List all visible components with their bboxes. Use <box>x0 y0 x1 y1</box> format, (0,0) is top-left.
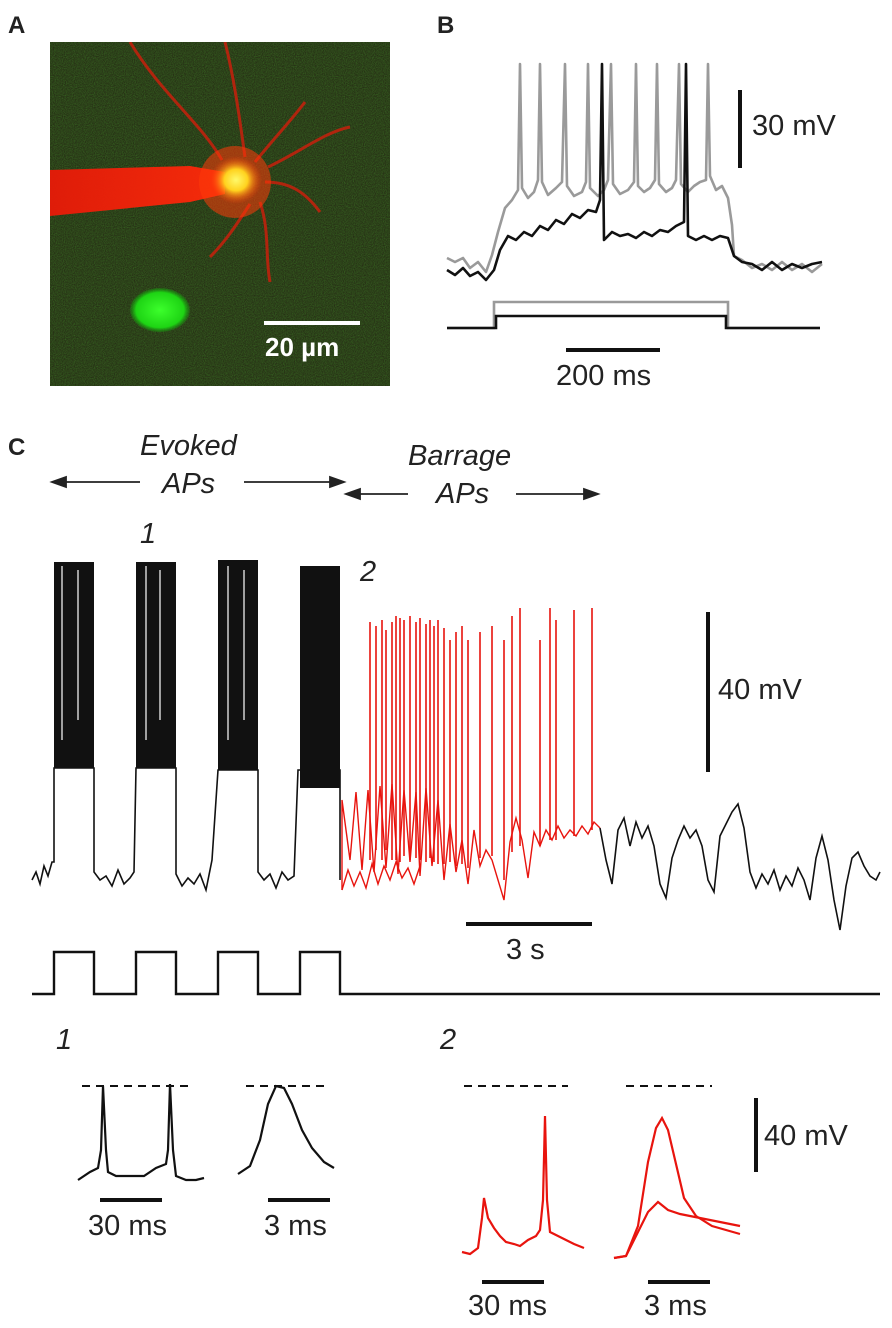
panel-c-marker-1: 1 <box>140 518 157 550</box>
panel-c-burst-gaps <box>61 566 245 740</box>
inset-2-label: 2 <box>440 1024 457 1056</box>
panel-c-evoked-bursts <box>54 560 340 788</box>
panel-b-t-scale-label: 200 ms <box>556 360 652 392</box>
evoked-label-line1: Evoked <box>140 430 237 462</box>
inset-v-scale-label: 40 mV <box>764 1120 848 1152</box>
inset-1-evoked-trace-3ms <box>237 1084 335 1175</box>
inset-1-evoked-trace-30ms <box>77 1083 205 1182</box>
panel-c-barrage-trace <box>341 783 601 901</box>
panel-b-v-scale-label: 30 mV <box>752 110 836 142</box>
inset-2-barrage-trace-3ms-a <box>613 1115 741 1260</box>
panel-b-stimulus-black <box>447 314 820 330</box>
panel-c-post-trace <box>599 802 881 931</box>
inset-2-barrage-trace-3ms-b <box>613 1200 741 1260</box>
inset-2-scale-30ms-label: 30 ms <box>468 1290 547 1322</box>
panel-c-evoked-trace <box>31 767 341 893</box>
panel-c-t-scale-label: 3 s <box>506 934 545 966</box>
panel-c-stimulus <box>32 950 880 996</box>
evoked-range-arrow <box>49 475 347 489</box>
panel-c-letter: C <box>8 434 26 461</box>
inset-1-scale-3ms-label: 3 ms <box>264 1210 327 1242</box>
panel-b-black-trace <box>446 62 823 282</box>
micrograph-scale-label: 20 µm <box>265 332 340 362</box>
panel-b-grey-trace <box>446 62 823 274</box>
inset-1-scale-30ms-label: 30 ms <box>88 1210 167 1242</box>
micrograph-image <box>50 42 390 386</box>
barrage-label-line1: Barrage <box>408 440 512 472</box>
panel-c-barrage-spikes <box>369 608 593 880</box>
panel-c-v-scale-label: 40 mV <box>718 674 802 706</box>
fluorescence-micrograph: 20 µm <box>50 42 390 386</box>
inset-2-scale-3ms-label: 3 ms <box>644 1290 707 1322</box>
barrage-range-arrow <box>343 487 601 501</box>
panel-c-marker-2: 2 <box>360 556 377 588</box>
inset-2-barrage-trace-30ms <box>461 1115 585 1256</box>
panel-a-letter: A <box>8 12 26 39</box>
micrograph-scale-bar <box>264 321 360 325</box>
inset-1-label: 1 <box>56 1024 73 1056</box>
barrage-label-line2: APs <box>436 478 490 510</box>
panel-b-letter: B <box>437 12 455 39</box>
evoked-label-line2: APs <box>162 468 216 500</box>
